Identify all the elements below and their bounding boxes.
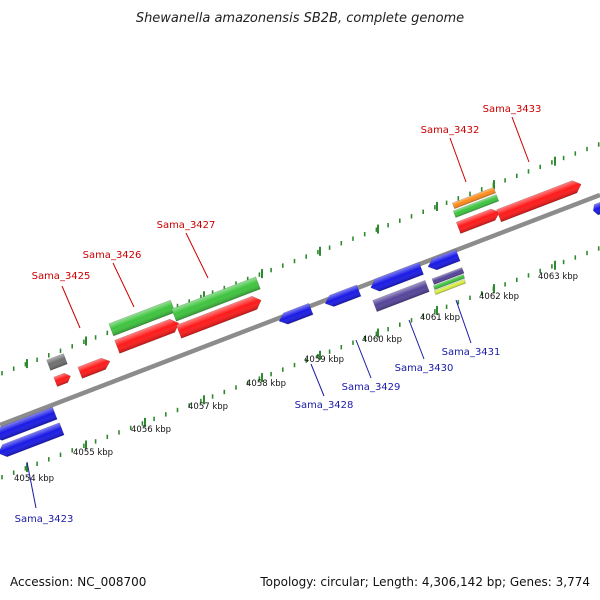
- accession-label: Accession: NC_008700: [10, 575, 146, 589]
- kbp-label: 4060 kbp: [362, 335, 402, 345]
- gene-sama-3431[interactable]: [426, 249, 461, 273]
- gene-label-sama-3429[interactable]: Sama_3429: [342, 382, 401, 393]
- gene-sama-3427-rna[interactable]: [171, 276, 261, 322]
- gene-label-sama-3430[interactable]: Sama_3430: [395, 363, 454, 374]
- leader-sama-3430: [408, 319, 425, 360]
- gene-edge-feature[interactable]: [591, 201, 600, 216]
- gene-label-sama-3425[interactable]: Sama_3425: [32, 271, 91, 282]
- gene-label-sama-3432[interactable]: Sama_3432: [421, 125, 480, 136]
- gene-sama-3432-feature[interactable]: [451, 186, 497, 210]
- kbp-label: 4056 kbp: [131, 425, 171, 435]
- gene-features: [0, 178, 600, 459]
- gene-label-sama-3433[interactable]: Sama_3433: [483, 104, 542, 115]
- leader-sama-3433: [511, 116, 530, 163]
- gene-sama-3424[interactable]: [53, 371, 73, 387]
- leader-sama-3428: [310, 363, 325, 397]
- kbp-label: 4061 kbp: [420, 313, 460, 323]
- leader-sama-3423: [26, 461, 37, 509]
- gene-sama-3427[interactable]: [176, 294, 263, 339]
- gene-label-sama-3428[interactable]: Sama_3428: [295, 400, 354, 411]
- gene-sama-3429[interactable]: [323, 284, 362, 309]
- leader-sama-3425: [61, 285, 81, 329]
- gene-sama-3432[interactable]: [455, 207, 501, 234]
- kbp-label: 4055 kbp: [73, 448, 113, 458]
- genome-summary: Topology: circular; Length: 4,306,142 bp…: [259, 575, 590, 589]
- gene-sama-3422[interactable]: [0, 406, 58, 443]
- kbp-label: 4059 kbp: [304, 355, 344, 365]
- kbp-label: 4054 kbp: [14, 474, 54, 484]
- kbp-label: 4057 kbp: [188, 402, 228, 412]
- gene-sama-3430[interactable]: [368, 261, 424, 293]
- leader-sama-3432: [449, 137, 467, 183]
- leader-sama-3426: [112, 262, 135, 308]
- kbp-label: 4062 kbp: [479, 292, 519, 302]
- kbp-label: 4063 kbp: [538, 272, 578, 282]
- gene-label-sama-3427[interactable]: Sama_3427: [157, 220, 216, 231]
- gene-gray-feature[interactable]: [46, 353, 68, 371]
- gene-labels: Sama_3425 Sama_3426 Sama_3427 Sama_3432 …: [15, 104, 542, 525]
- gene-sama-3426[interactable]: [114, 317, 182, 354]
- map-title: Shewanella amazonensis SB2B, complete ge…: [136, 11, 464, 26]
- leader-sama-3427: [185, 232, 209, 279]
- gene-sama-3430-feature[interactable]: [372, 279, 430, 313]
- gene-sama-3431-feature[interactable]: [431, 267, 465, 285]
- gene-sama-3431-rna[interactable]: [432, 274, 466, 290]
- gene-sama-3425[interactable]: [77, 356, 112, 379]
- gene-label-sama-3423[interactable]: Sama_3423: [15, 514, 74, 525]
- kbp-scale-labels: 4054 kbp 4055 kbp 4056 kbp 4057 kbp 4058 kbp…: [14, 272, 578, 484]
- gene-label-sama-3426[interactable]: Sama_3426: [83, 250, 142, 261]
- gene-sama-3423[interactable]: [0, 422, 65, 459]
- leader-sama-3429: [355, 339, 372, 379]
- gene-label-leaders: [26, 116, 530, 509]
- gene-sama-3431-misc[interactable]: [433, 279, 467, 295]
- leader-sama-3431: [455, 299, 472, 344]
- gene-sama-3433[interactable]: [496, 178, 584, 223]
- gene-sama-3428[interactable]: [277, 302, 314, 326]
- gene-sama-3432-rna[interactable]: [452, 194, 500, 218]
- kbp-label: 4058 kbp: [246, 379, 286, 389]
- gene-label-sama-3431[interactable]: Sama_3431: [442, 347, 501, 358]
